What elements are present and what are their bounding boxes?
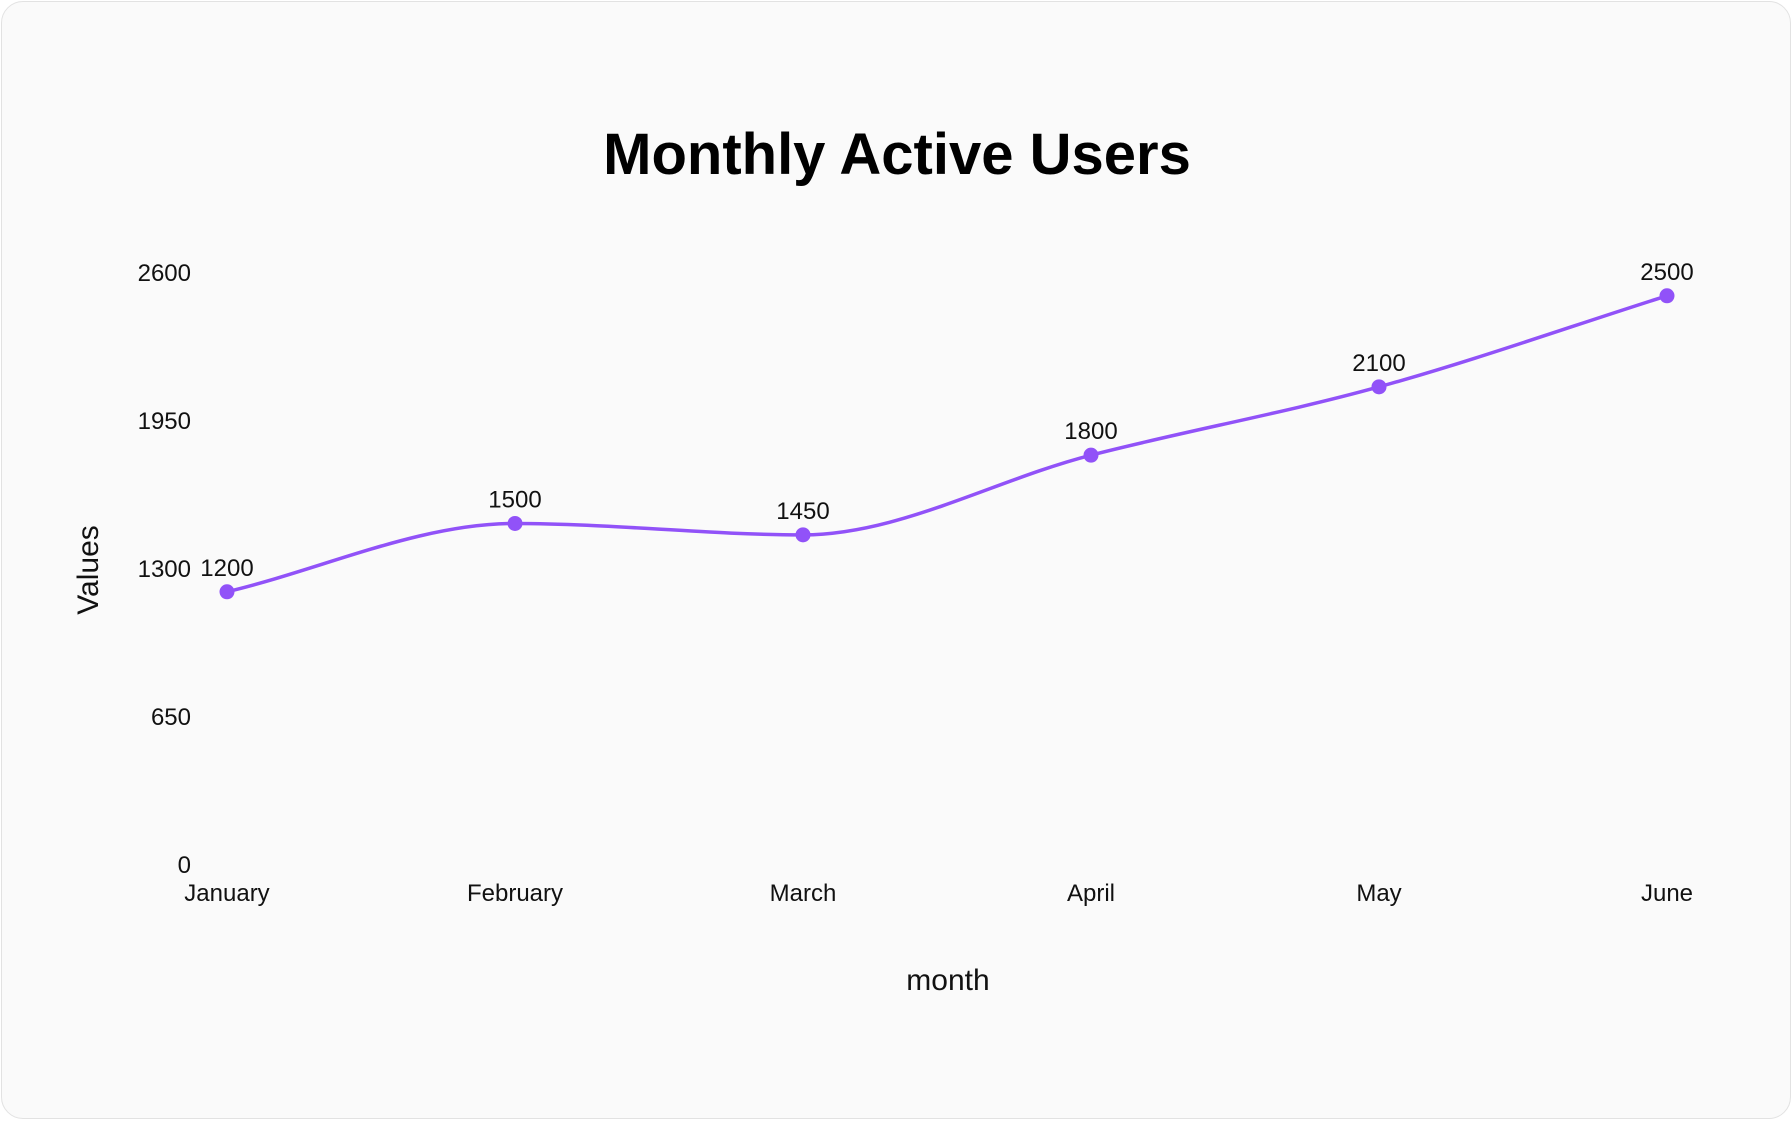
data-point[interactable] — [1371, 379, 1387, 395]
y-tick-label: 1300 — [138, 556, 191, 583]
data-point[interactable] — [795, 527, 811, 543]
data-label: 1450 — [776, 498, 829, 525]
series-line — [226, 294, 1668, 594]
data-point[interactable] — [507, 515, 523, 531]
x-axis-label: month — [906, 964, 989, 997]
y-tick-label: 1950 — [138, 408, 191, 435]
data-label: 1200 — [200, 555, 253, 582]
y-axis-label: Values — [72, 525, 105, 615]
data-point[interactable] — [219, 584, 235, 600]
x-tick-label: May — [1356, 880, 1401, 907]
x-tick-label: June — [1641, 880, 1693, 907]
data-label: 1500 — [488, 486, 541, 513]
y-tick-label: 650 — [151, 704, 191, 731]
data-label: 2500 — [1640, 259, 1693, 286]
y-tick-label: 2600 — [138, 260, 191, 287]
x-tick-label: April — [1067, 880, 1115, 907]
data-label: 2100 — [1352, 350, 1405, 377]
y-tick-label: 0 — [178, 852, 191, 879]
x-tick-label: February — [467, 880, 563, 907]
chart-title: Monthly Active Users — [603, 122, 1191, 187]
x-tick-label: January — [184, 880, 269, 907]
data-point[interactable] — [1659, 288, 1675, 304]
data-point[interactable] — [1083, 447, 1099, 463]
data-label: 1800 — [1064, 418, 1117, 445]
x-tick-label: March — [770, 880, 837, 907]
